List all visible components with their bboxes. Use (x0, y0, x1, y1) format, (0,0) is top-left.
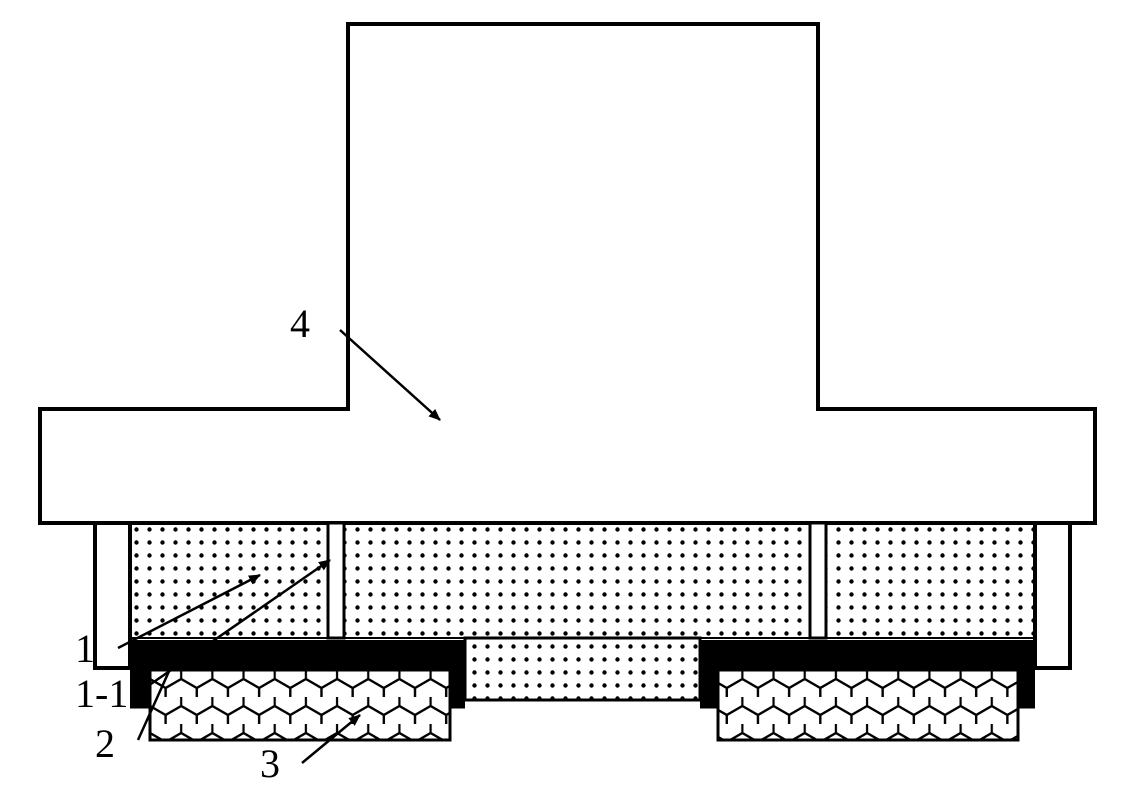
part-1-dotted-band (130, 523, 1035, 638)
part-3-honeycomb-right (718, 670, 1018, 740)
left-leg (95, 523, 130, 668)
label-1: 1 (75, 625, 95, 672)
part-1-1-gap-right (810, 523, 826, 638)
right-leg (1035, 523, 1070, 668)
label-4: 4 (290, 300, 310, 347)
label-2: 2 (95, 720, 115, 767)
part-3-honeycomb-left (150, 670, 450, 740)
label-1-1: 1-1 (75, 670, 128, 717)
part-1-1-gap-left (328, 523, 344, 638)
part-4-outline (40, 24, 1095, 523)
label-3: 3 (260, 740, 280, 787)
arrow-4 (340, 330, 440, 420)
part-1-lower-mid (465, 638, 700, 700)
